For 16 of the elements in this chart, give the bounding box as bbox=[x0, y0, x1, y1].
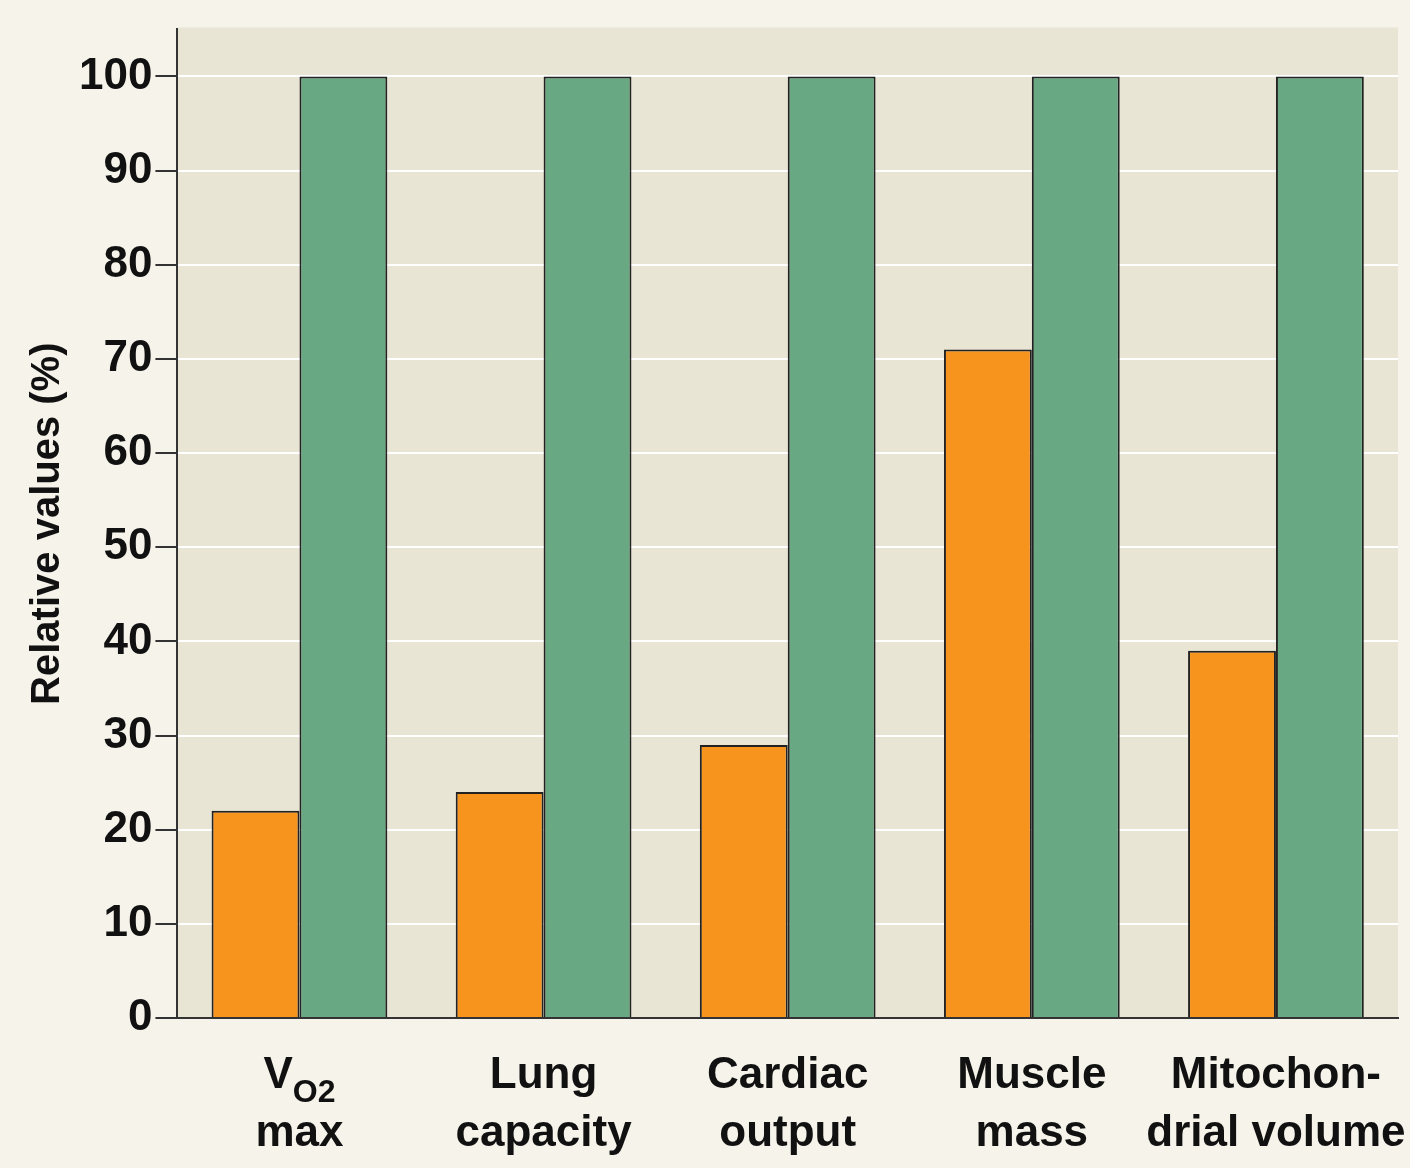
x-tick-label: Muscle mass bbox=[957, 1048, 1107, 1155]
y-tick-label: 60 bbox=[103, 425, 153, 475]
y-tick-label: 40 bbox=[103, 613, 153, 663]
x-tick-label: Mitochon- drial volume bbox=[1146, 1048, 1406, 1155]
y-tick-label: 80 bbox=[103, 236, 153, 286]
y-axis-title: Relative values (%) bbox=[23, 342, 68, 705]
y-tick-label: 0 bbox=[127, 990, 153, 1040]
y-tick-label: 30 bbox=[103, 707, 153, 757]
y-tick-label: 70 bbox=[103, 331, 153, 381]
x-tick-label: Lung capacity bbox=[455, 1048, 633, 1155]
y-tick-label: 10 bbox=[103, 895, 153, 945]
y-tick-label: 90 bbox=[103, 142, 153, 192]
y-tick-label: 50 bbox=[103, 519, 153, 569]
y-tick-label: 100 bbox=[78, 48, 153, 98]
y-tick-label: 20 bbox=[103, 801, 153, 851]
x-tick-label: Cardiac output bbox=[707, 1048, 869, 1155]
